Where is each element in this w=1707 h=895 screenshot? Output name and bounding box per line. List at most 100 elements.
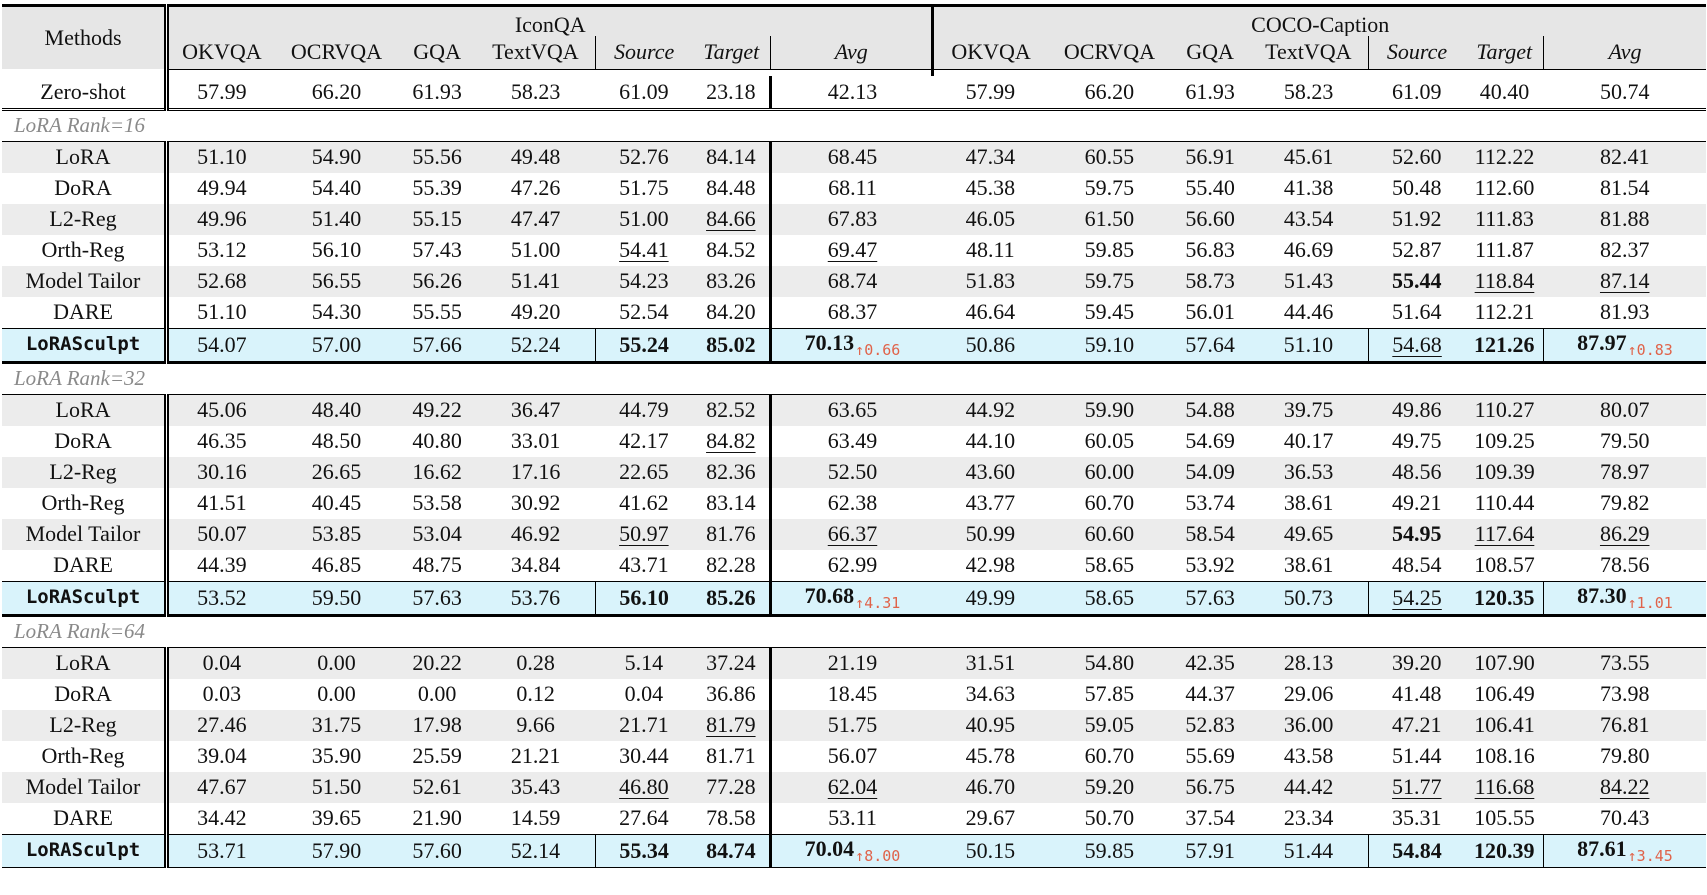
table-cell: 31.75	[274, 709, 399, 741]
table-cell: 0.00	[398, 679, 476, 710]
table-cell: 57.91	[1171, 833, 1250, 868]
cell-value: 0.03	[202, 681, 242, 706]
cell-value: 43.71	[619, 552, 669, 577]
cell-value: 57.85	[1084, 681, 1135, 706]
cell-value: 54.80	[1084, 650, 1135, 675]
table-cell: 81.71	[693, 741, 771, 772]
cell-value: 80.07	[1599, 397, 1650, 422]
cell-value: 69.47	[827, 237, 878, 262]
table-cell: 111.87	[1466, 235, 1544, 266]
method-name: LoRA	[2, 647, 170, 679]
table-cell: 50.70	[1048, 803, 1171, 835]
col-header-source: Source	[594, 36, 693, 70]
cell-value: 56.83	[1185, 237, 1235, 262]
table-cell: 39.20	[1368, 647, 1466, 679]
table-row: L2-Reg 27.46 31.75 17.98 9.66 21.71 81.79 51.75…	[2, 709, 1706, 741]
table-cell: 0.04	[595, 679, 692, 710]
cell-value: 79.82	[1599, 490, 1650, 515]
table-cell: 57.99	[166, 75, 275, 111]
table-cell: 46.85	[275, 550, 398, 582]
cell-value: 57.64	[1185, 331, 1235, 357]
cell-value: 52.24	[510, 331, 561, 357]
cell-value: 47.26	[510, 175, 561, 200]
table-cell: 56.10	[275, 235, 398, 266]
table-cell: 14.59	[476, 803, 595, 835]
table-row-ours: LoRASculpt 53.71 57.90 57.60 52.14 55.34 84.74…	[2, 833, 1706, 868]
cell-value: 57.66	[412, 331, 462, 357]
cell-value: 50.15	[965, 837, 1016, 863]
table-cell: 120.39	[1465, 833, 1544, 868]
method-name: LoRA	[2, 141, 170, 173]
table-cell: 59.45	[1048, 297, 1171, 329]
cell-value: 58.65	[1084, 584, 1135, 610]
cell-value: 56.91	[1185, 144, 1235, 169]
cell-value: 54.68	[1392, 331, 1442, 357]
table-cell: 29.06	[1249, 679, 1368, 710]
table-cell: 54.25	[1367, 580, 1466, 616]
cell-value: 78.56	[1599, 552, 1650, 577]
table-cell: 60.70	[1048, 741, 1171, 772]
table-cell: 66.20	[274, 75, 399, 111]
table-cell: 60.70	[1048, 488, 1171, 519]
table-cell: 34.63	[933, 679, 1048, 710]
table-cell: 84.66	[692, 203, 771, 235]
cell-value: 46.64	[965, 299, 1016, 324]
cell-value: 49.75	[1392, 428, 1442, 453]
methods-header: Methods	[2, 4, 170, 69]
table-cell: 48.56	[1368, 456, 1466, 488]
cell-value: 85.26	[706, 584, 756, 610]
col-header-ocrvqa: OCRVQA	[274, 36, 399, 70]
table-cell: 41.48	[1368, 679, 1465, 710]
cell-value: 45.78	[965, 743, 1016, 768]
cell-value: 77.28	[706, 774, 756, 799]
table-row: Model Tailor 50.07 53.85 53.04 46.92 50.97 81.…	[2, 518, 1706, 550]
cell-value: 54.40	[311, 175, 362, 200]
table-cell: 85.02	[692, 327, 771, 363]
cell-value: 36.47	[510, 397, 561, 422]
cell-value: 59.50	[311, 584, 362, 610]
table-cell: 70.13↑0.66	[769, 327, 933, 363]
table-cell: 106.49	[1466, 679, 1544, 710]
table-cell: 51.75	[595, 173, 692, 204]
cell-value: 117.64	[1474, 521, 1535, 546]
table-cell: 54.23	[595, 265, 693, 297]
table-cell: 42.13	[769, 75, 933, 111]
table-cell: 49.99	[932, 580, 1048, 616]
table-cell: 84.20	[693, 297, 771, 329]
table-cell: 57.66	[398, 327, 477, 363]
table-cell: 23.34	[1249, 803, 1368, 835]
table-cell: 112.22	[1465, 141, 1544, 173]
cell-value: 51.92	[1392, 206, 1442, 231]
table-cell: 51.44	[1368, 741, 1465, 772]
cell-value: 54.07	[197, 331, 247, 357]
col-header-okvqa: OKVQA	[931, 36, 1048, 70]
table-cell: 58.23	[1249, 75, 1369, 111]
cell-value: 35.31	[1392, 805, 1442, 830]
cell-value: 51.44	[1283, 837, 1334, 863]
table-cell: 21.19	[769, 647, 933, 679]
table-cell: 73.55	[1543, 647, 1706, 679]
cell-value: 50.73	[1283, 584, 1334, 610]
table-cell: 0.12	[476, 679, 595, 710]
cell-value: 59.90	[1084, 397, 1135, 422]
table-cell: 84.74	[692, 833, 771, 868]
table-cell: 70.68↑4.31	[769, 580, 933, 616]
cell-value: 51.75	[619, 175, 669, 200]
table-cell: 44.92	[932, 394, 1048, 426]
cell-value: 51.40	[311, 206, 362, 231]
table-cell: 41.51	[167, 488, 275, 519]
cell-value: 0.00	[317, 650, 356, 675]
table-cell: 20.22	[398, 647, 477, 679]
table-cell: 61.50	[1047, 203, 1172, 235]
cell-value: 53.92	[1185, 552, 1235, 577]
table-cell: 82.36	[692, 456, 771, 488]
cell-value: 81.54	[1599, 175, 1650, 200]
cell-value: 45.61	[1283, 144, 1334, 169]
table-cell: 109.25	[1466, 426, 1544, 457]
cell-value: 59.85	[1084, 837, 1135, 863]
cell-value: 116.68	[1474, 774, 1535, 799]
table-cell: 50.86	[932, 327, 1048, 363]
table-cell: 21.71	[595, 709, 693, 741]
table-cell: 30.16	[166, 456, 275, 488]
cell-value: 0.00	[417, 681, 457, 706]
